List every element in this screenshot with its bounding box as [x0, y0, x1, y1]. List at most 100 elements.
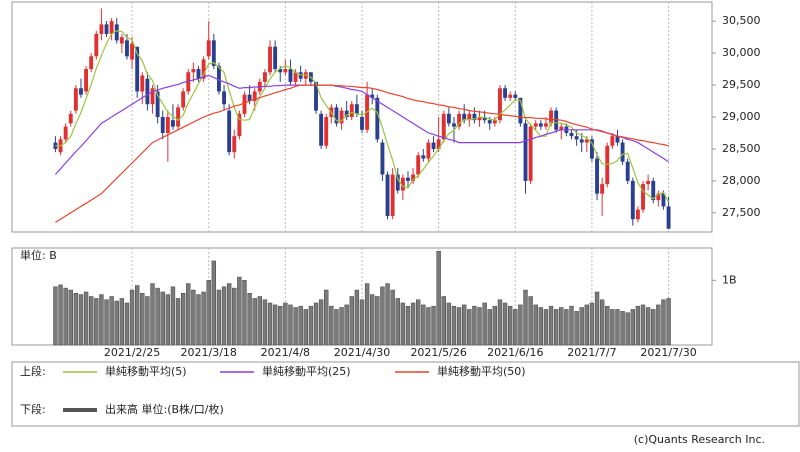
candle-body: [135, 46, 140, 92]
volume-bar: [334, 309, 339, 346]
volume-bar: [104, 299, 109, 346]
candle-body: [237, 113, 242, 137]
candle-body: [559, 126, 564, 130]
candle-body: [268, 46, 272, 73]
volume-bar: [620, 311, 625, 346]
candle-body: [191, 69, 196, 73]
candle-body: [349, 104, 354, 117]
candle-body: [63, 126, 68, 140]
volume-bar: [630, 309, 635, 346]
candle-body: [503, 88, 508, 98]
candle-body: [140, 75, 145, 92]
candle-body: [150, 88, 155, 105]
candle-body: [406, 177, 410, 181]
candle-body: [155, 91, 160, 117]
volume-bar: [364, 283, 370, 346]
volume-bar: [375, 296, 380, 346]
volume-bar: [538, 307, 544, 346]
candle-body: [431, 142, 436, 149]
candle-body: [206, 40, 211, 57]
candle-body: [446, 113, 451, 124]
candle-body: [171, 120, 175, 127]
candle-body: [242, 94, 247, 114]
volume-bar: [206, 280, 211, 346]
volume-bar: [318, 299, 324, 346]
candle-body: [375, 97, 380, 140]
candle-body: [314, 81, 318, 111]
candle-body: [457, 113, 462, 127]
candle-body: [283, 69, 288, 73]
volume-bar: [237, 276, 242, 346]
candle-body: [247, 94, 252, 102]
x-tick-label: 2021/4/30: [334, 346, 390, 359]
volume-bar: [661, 299, 666, 346]
candle-body: [549, 110, 553, 124]
volume-bar: [502, 302, 508, 346]
volume-bar: [564, 309, 569, 346]
candle-body: [211, 40, 216, 66]
candle-body: [73, 88, 78, 111]
volume-bar: [640, 304, 646, 346]
candle-body: [196, 69, 201, 79]
candle-body: [222, 91, 226, 105]
volume-bar: [140, 293, 145, 346]
volume-bar: [180, 293, 186, 346]
volume-bar: [359, 299, 365, 346]
legend-text: 単純移動平均(50): [437, 364, 526, 378]
candle-body: [421, 155, 426, 159]
candle-body: [411, 174, 416, 181]
volume-bar: [324, 289, 329, 346]
candle-body: [293, 72, 298, 82]
volume-bar: [145, 296, 150, 346]
y-tick-label: 1B: [722, 273, 737, 286]
volume-bar: [226, 283, 232, 346]
volume-bar: [543, 309, 549, 346]
candle-body: [79, 88, 83, 95]
candle-body: [595, 158, 599, 194]
candle-body: [370, 94, 375, 98]
volume-bar: [129, 289, 135, 346]
volume-bar: [400, 302, 406, 346]
volume-bar: [134, 285, 140, 346]
candle-body: [84, 69, 89, 92]
volume-bar: [523, 289, 528, 346]
volume-bar: [467, 309, 472, 346]
candle-body: [109, 21, 114, 34]
volume-bar: [247, 293, 252, 346]
candle-body: [661, 193, 666, 207]
candle-body: [273, 46, 278, 70]
candle-body: [498, 88, 502, 121]
volume-bar: [242, 280, 247, 346]
volume-bar: [165, 294, 171, 346]
candle-body: [278, 69, 283, 73]
volume-bar: [492, 305, 498, 346]
candle-body: [656, 193, 661, 201]
candle-body: [528, 126, 533, 181]
candle-body: [666, 206, 671, 229]
volume-bar: [58, 284, 63, 346]
candle-body: [232, 136, 237, 153]
volume-bar: [191, 289, 196, 346]
candle-body: [635, 209, 640, 220]
volume-bar: [53, 286, 58, 346]
candle-body: [201, 59, 206, 79]
volume-bar: [175, 298, 181, 346]
volume-bar: [170, 286, 176, 346]
volume-bar: [354, 289, 360, 346]
volume-bar: [109, 296, 114, 346]
volume-bar: [349, 296, 354, 346]
candle-body: [584, 139, 589, 143]
legend-label-top: 上段:: [20, 364, 46, 378]
candle-body: [324, 117, 329, 146]
candle-body: [288, 69, 293, 82]
candle-body: [646, 180, 651, 185]
volume-bar: [308, 305, 314, 346]
volume-bar: [370, 294, 375, 346]
candle-body: [94, 33, 99, 57]
volume-bar: [441, 296, 446, 346]
candle-body: [145, 78, 150, 105]
y-tick-label: 28,000: [722, 174, 761, 187]
volume-bar: [416, 299, 421, 346]
candle-body: [615, 136, 620, 143]
candle-body: [641, 184, 645, 210]
